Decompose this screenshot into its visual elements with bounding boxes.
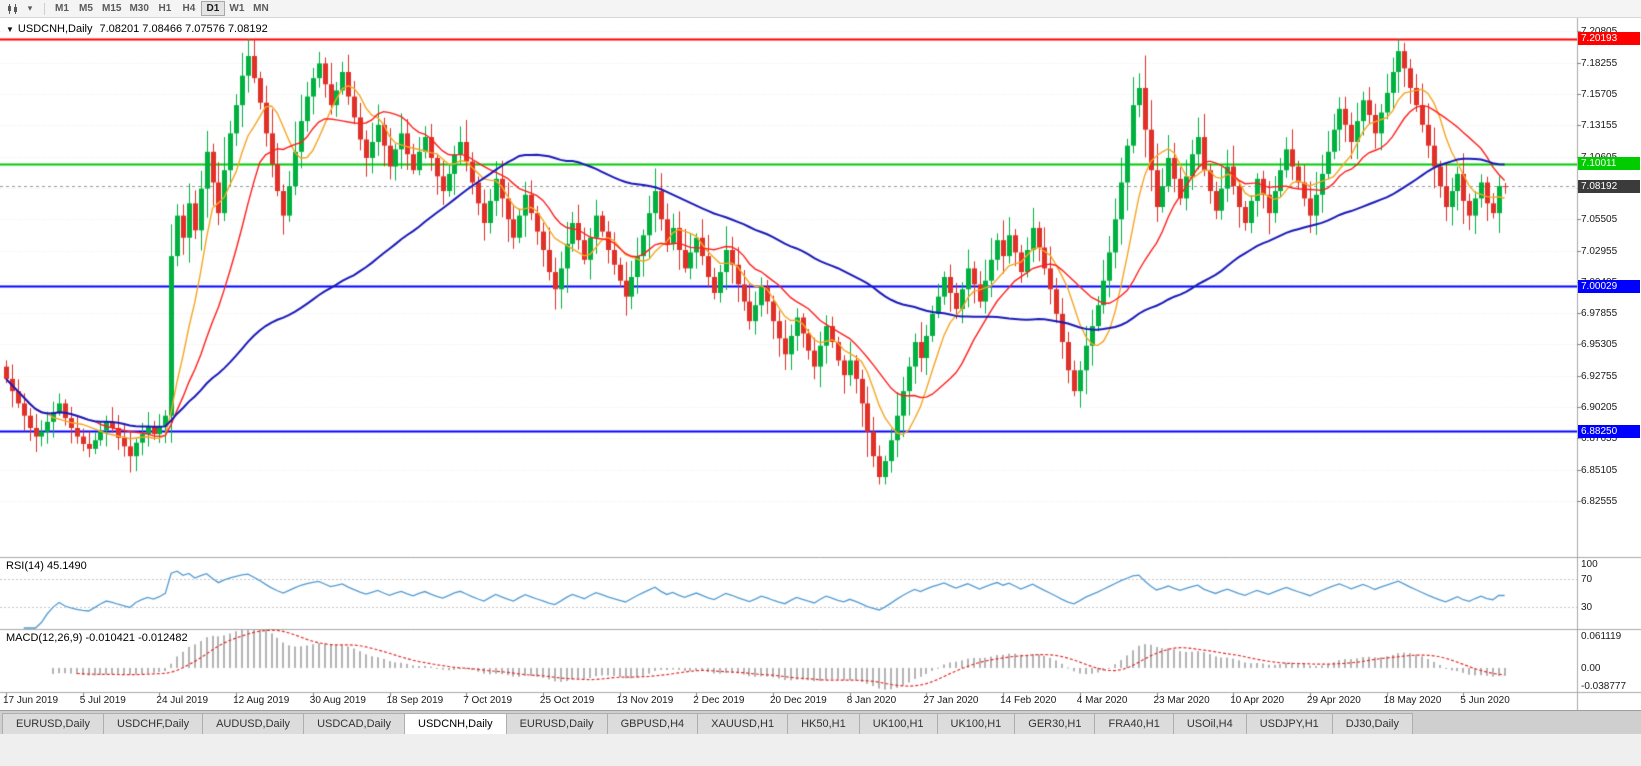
price-axis-tick: 7.10605: [1581, 152, 1617, 163]
timeframe-button-d1[interactable]: D1: [200, 1, 225, 16]
timeframe-button-w1[interactable]: W1: [229, 3, 245, 14]
price-axis-tick: 6.92755: [1581, 370, 1618, 382]
date-axis-label: 24 Jul 2019: [156, 695, 209, 706]
date-axis-label: 13 Nov 2019: [616, 695, 674, 706]
date-axis-label: 5 Jul 2019: [79, 695, 126, 706]
chart-tabbar: EURUSD,Daily USDCHF,Daily AUDUSD,Daily USDC…: [0, 710, 1641, 734]
chart-tab-8-hk50-h1[interactable]: HK50,H1: [787, 713, 860, 734]
price-line-badge: 7.00029: [1578, 279, 1640, 293]
date-axis-label: 2 Dec 2019: [693, 695, 745, 706]
timeframe-button-h1[interactable]: H1: [158, 3, 172, 14]
date-axis-label: 18 Sep 2019: [386, 695, 444, 706]
price-line-badge: 6.88250: [1578, 424, 1640, 438]
timeframe-button-m1[interactable]: M1: [55, 3, 69, 14]
bottom-filler: [0, 734, 1641, 766]
price-axis-tick: 6.85105: [1581, 464, 1618, 476]
current-price-badge: 7.08192: [1578, 179, 1640, 193]
timeframe-button-mn[interactable]: MN: [253, 3, 269, 14]
price-axis-tick: 7.02955: [1581, 245, 1618, 257]
price-axis-tick: 7.13155: [1581, 120, 1618, 132]
chart-tab-13-usoil-h4[interactable]: USOil,H4: [1172, 713, 1247, 734]
timeframe-button-h4[interactable]: H4: [182, 3, 196, 14]
date-axis-label: 14 Feb 2020: [1000, 695, 1057, 706]
chart-tab-15-dj30-daily[interactable]: DJ30,Daily: [1331, 713, 1413, 734]
date-axis-label: 12 Aug 2019: [233, 695, 290, 706]
timeframe-button-m30[interactable]: M30: [129, 3, 149, 14]
date-axis-label: 18 May 2020: [1383, 695, 1442, 706]
date-axis-label: 5 Jun 2020: [1460, 695, 1510, 706]
date-axis-label: 27 Jan 2020: [923, 695, 979, 706]
date-axis-label: 20 Dec 2019: [770, 695, 827, 706]
date-axis-label: 4 Mar 2020: [1076, 695, 1128, 706]
rsi-indicator-label: RSI(14) 45.1490: [6, 560, 87, 572]
price-axis-tick: 6.95305: [1581, 339, 1618, 351]
rsi-axis-label: 30: [1581, 602, 1593, 613]
timeframe-buttons: M1 M5 M15 M30 H1 H4 D1 W1 MN: [50, 1, 273, 16]
chart-overlay: ▼ USDCNH,Daily 7.08201 7.08466 7.07576 7.0…: [0, 18, 1641, 710]
chart-tab-2-audusd-daily[interactable]: AUDUSD,Daily: [202, 713, 305, 734]
date-axis-label: 30 Aug 2019: [309, 695, 366, 706]
price-line-badge: 7.10011: [1578, 157, 1640, 171]
price-axis-tick: 7.18255: [1581, 57, 1618, 69]
price-axis-tick: 6.87655: [1581, 433, 1618, 445]
date-axis-label: 29 Apr 2020: [1306, 695, 1361, 706]
mini-candles-glyph: [7, 3, 17, 14]
timeframe-button-m15[interactable]: M15: [102, 3, 122, 14]
rsi-axis-label: 70: [1581, 574, 1593, 585]
top-toolbar: ▾ M1 M5 M15 M30 H1 H4 D1 W1 MN: [0, 0, 1641, 18]
timeframe-button-m5[interactable]: M5: [79, 3, 93, 14]
date-axis-label: 10 Apr 2020: [1230, 695, 1285, 706]
price-axis-tick: 6.90205: [1581, 402, 1618, 414]
chart-type-icon[interactable]: [3, 1, 21, 16]
chart-tab-6-gbpusd-h4[interactable]: GBPUSD,H4: [606, 713, 699, 734]
date-axis-label: 25 Oct 2019: [539, 695, 595, 706]
price-axis-tick: 6.97855: [1581, 308, 1618, 320]
macd-indicator-label: MACD(12,26,9) -0.010421 -0.012482: [6, 632, 188, 644]
macd-axis-label: 0.00: [1581, 662, 1601, 674]
price-axis-tick: 7.20805: [1581, 26, 1617, 37]
chart-tab-9-uk100-h1[interactable]: UK100,H1: [858, 713, 938, 734]
date-axis-label: 17 Jun 2019: [3, 695, 59, 706]
chart-type-dropdown-icon[interactable]: ▾: [27, 3, 33, 13]
date-axis-label: 23 Mar 2020: [1153, 695, 1210, 706]
chart-tab-3-usdcad-daily[interactable]: USDCAD,Daily: [303, 713, 406, 734]
chart-tab-1-usdchf-daily[interactable]: USDCHF,Daily: [102, 713, 204, 734]
chart-title: ▼ USDCNH,Daily 7.08201 7.08466 7.07576 7.0…: [6, 23, 268, 35]
chart-tab-0-eurusd-daily[interactable]: EURUSD,Daily: [2, 713, 104, 734]
chart-tab-7-xauusd-h1[interactable]: XAUUSD,H1: [697, 713, 789, 734]
chart-collapse-icon[interactable]: ▼: [6, 25, 14, 34]
chart-window: ▼ USDCNH,Daily 7.08201 7.08466 7.07576 7.0…: [0, 18, 1641, 710]
chart-tab-10-uk100-h1[interactable]: UK100,H1: [936, 713, 1016, 734]
macd-axis-label: 0.061119: [1581, 631, 1622, 642]
chart-tab-12-fra40-h1[interactable]: FRA40,H1: [1094, 713, 1174, 734]
chart-tab-4-usdcnh-daily[interactable]: USDCNH,Daily: [404, 713, 507, 734]
date-axis-label: 8 Jan 2020: [846, 695, 897, 706]
chart-tab-5-eurusd-daily[interactable]: EURUSD,Daily: [505, 713, 608, 734]
chart-symbol-title: USDCNH,Daily: [17, 23, 93, 35]
date-axis-label: 7 Oct 2019: [463, 695, 513, 706]
chart-canvas[interactable]: [0, 18, 1641, 710]
rsi-axis-label: 100: [1581, 559, 1598, 570]
chart-ohlc-values: 7.08201 7.08466 7.07576 7.08192: [99, 23, 268, 35]
chart-tab-11-ger30-h1[interactable]: GER30,H1: [1014, 713, 1096, 734]
price-axis-tick: 7.05505: [1581, 214, 1618, 226]
chart-tab-14-usdjpy-h1[interactable]: USDJPY,H1: [1245, 713, 1333, 734]
macd-axis-label: -0.038777: [1581, 681, 1627, 692]
price-axis-tick: 6.82555: [1581, 495, 1618, 507]
price-axis-tick: 7.15705: [1581, 89, 1618, 101]
price-line-badge: 7.20193: [1578, 32, 1640, 46]
toolbar-separator: [44, 2, 45, 15]
